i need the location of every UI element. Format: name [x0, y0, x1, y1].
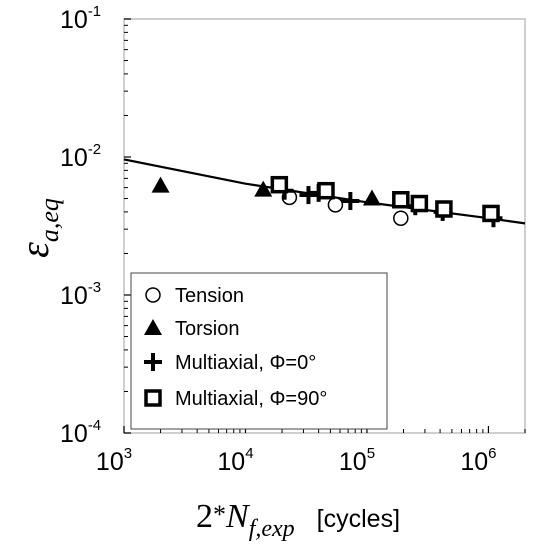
data-point-square — [270, 175, 289, 194]
x-axis-title-prefix: 2 — [196, 498, 213, 535]
legend-marker-plus — [144, 353, 162, 371]
data-points — [151, 175, 503, 228]
legend-label-tension: Tension — [175, 285, 244, 307]
data-point-square — [482, 204, 500, 223]
data-point-triangle — [254, 180, 273, 197]
y-tick-label: 10-3 — [60, 279, 101, 310]
legend-marker-square — [144, 389, 162, 407]
plot-frame — [123, 18, 526, 434]
y-axis-title: εa,eq — [12, 198, 64, 258]
y-tick-label: 10-1 — [60, 3, 101, 34]
legend-label-torsion: Torsion — [175, 318, 239, 340]
axis-ticks: 103 104 105 106 10-1 10-2 10-3 10-4 — [60, 3, 526, 476]
data-point-square — [392, 191, 410, 209]
y-tick-label: 10-4 — [60, 417, 101, 448]
legend-markers — [144, 287, 162, 407]
data-point-circle — [327, 197, 344, 213]
data-point-square — [435, 200, 453, 218]
x-tick-label: 104 — [217, 445, 253, 476]
data-point-plus — [299, 186, 318, 205]
legend-marker-triangle — [144, 319, 162, 335]
x-tick-label: 103 — [96, 445, 132, 476]
data-point-circle — [393, 210, 409, 226]
y-tick-label: 10-2 — [60, 141, 101, 172]
x-axis-title-sub: f,exp — [249, 516, 295, 542]
y-axis-title-main: ε — [12, 242, 57, 258]
data-point-square — [410, 194, 429, 213]
data-point-triangle — [362, 189, 381, 206]
legend-box — [130, 272, 388, 430]
x-axis-title-star: * — [213, 500, 226, 529]
legend-marker-circle — [145, 287, 161, 303]
x-tick-label: 105 — [339, 445, 375, 476]
data-point-triangle — [151, 176, 170, 193]
x-tick-label: 106 — [460, 445, 496, 476]
legend-label-multiaxial-90: Multiaxial, Φ=90° — [175, 388, 327, 410]
data-point-square — [317, 181, 335, 200]
x-axis-title-unit: [cycles] — [317, 505, 400, 533]
y-axis-title-sub: a,eq — [35, 198, 64, 242]
data-point-plus — [341, 191, 360, 210]
legend: Tension Torsion Multiaxial, Φ=0° Multiax… — [130, 272, 388, 430]
legend-label-multiaxial-0: Multiaxial, Φ=0° — [175, 352, 316, 374]
x-axis-title-main: N — [225, 498, 251, 535]
x-axis-title: 2*Nf,exp [cycles] — [196, 498, 400, 542]
